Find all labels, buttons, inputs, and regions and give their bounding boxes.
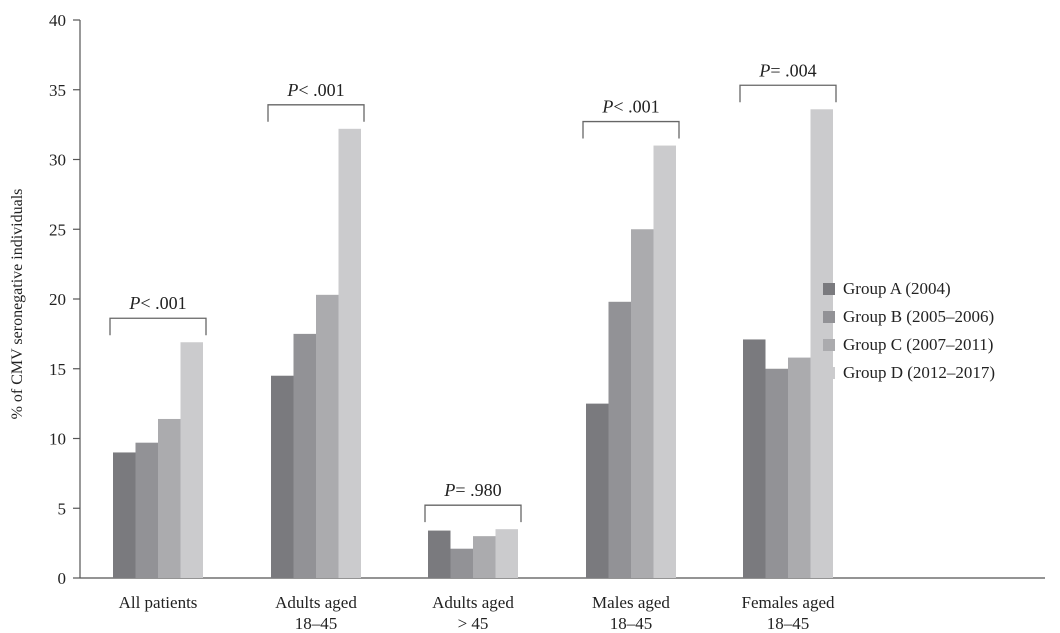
legend-swatch [823,283,835,295]
legend: Group A (2004) Group B (2005–2006) Group C… [823,279,995,382]
significance-bracket [109,317,207,336]
legend-swatch [823,367,835,379]
bar [113,452,136,578]
y-tick-label: 5 [58,499,67,518]
bar [608,301,631,578]
p-value-label: P= .004 [758,60,816,80]
y-tick-label: 0 [58,569,67,588]
bar [473,536,496,578]
bar [293,333,316,578]
legend-swatch [823,311,835,323]
bar [765,368,788,578]
x-category-label: 18–45 [610,614,653,633]
bar [810,109,833,578]
x-category-label: All patients [119,593,198,612]
bars [113,109,833,579]
y-tick-label: 25 [49,220,66,239]
p-value-label: P< .001 [286,80,344,100]
p-value-label: P< .001 [128,293,186,313]
y-axis: 0 5 10 15 20 25 30 35 40 [49,11,81,588]
bar [450,548,473,578]
significance-bracket [739,84,837,103]
significance-bracket [582,120,680,139]
p-value-label: P< .001 [601,97,659,117]
legend-swatch [823,339,835,351]
bar [495,529,518,578]
legend-label: Group D (2012–2017) [843,363,995,382]
bar [586,403,609,578]
x-category-label: Adults aged [432,593,514,612]
x-category-label: Females aged [742,593,835,612]
y-axis-label: % of CMV seronegative individuals [9,189,26,420]
x-category-label: Males aged [592,593,670,612]
bar [428,530,451,578]
bar [316,294,339,578]
p-value-annotations: P< .001 P< .001 P= .980 P< .001 P= .004 [109,60,837,523]
x-category-label: 18–45 [767,614,810,633]
bar [631,229,654,578]
y-tick-label: 20 [49,290,66,309]
category-labels: All patients Adults aged 18–45 Adults aged >… [119,593,835,633]
p-value-label: P= .980 [443,480,501,500]
bar [271,375,294,578]
bar [743,339,766,578]
bar [158,418,181,578]
legend-label: Group A (2004) [843,279,951,298]
bar [135,442,158,578]
significance-bracket [267,104,365,122]
x-category-label: 18–45 [295,614,338,633]
x-category-label: > 45 [458,614,489,633]
y-tick-label: 35 [49,81,66,100]
bar [180,342,203,578]
x-category-label: Adults aged [275,593,357,612]
y-tick-label: 40 [49,11,66,30]
legend-label: Group B (2005–2006) [843,307,994,326]
y-tick-label: 30 [49,151,66,170]
y-tick-label: 15 [49,360,66,379]
significance-bracket [424,504,522,523]
bar [653,145,676,579]
y-tick-label: 10 [49,430,66,449]
bar [338,128,361,578]
legend-label: Group C (2007–2011) [843,335,993,354]
bar [788,357,811,578]
